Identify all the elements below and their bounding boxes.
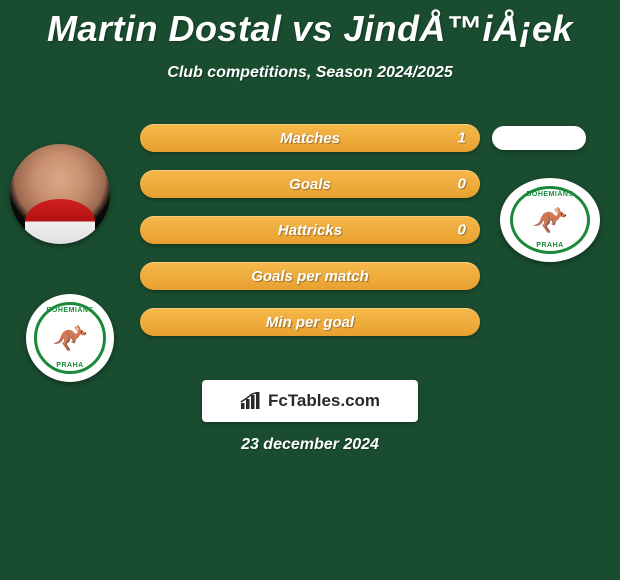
stat-label: Goals per match xyxy=(251,268,369,285)
player-left-avatar xyxy=(10,144,110,244)
watermark-text: FcTables.com xyxy=(268,391,380,411)
stat-row-goals-per-match: Goals per match xyxy=(140,262,480,290)
stat-label: Goals xyxy=(289,176,331,193)
player-left-club-logo: BOHEMIANS 🦘 PRAHA xyxy=(26,294,114,382)
stat-row-min-per-goal: Min per goal xyxy=(140,308,480,336)
club-logo-text-top: BOHEMIANS xyxy=(526,191,573,198)
player-right-club-logo: BOHEMIANS 🦘 PRAHA xyxy=(500,178,600,262)
date-text: 23 december 2024 xyxy=(0,436,620,454)
stat-label: Hattricks xyxy=(278,222,342,239)
stat-value: 0 xyxy=(458,176,466,193)
bar-chart-icon xyxy=(240,392,262,410)
stat-label: Min per goal xyxy=(266,314,354,331)
stat-row-goals: Goals 0 xyxy=(140,170,480,198)
stat-row-matches: Matches 1 xyxy=(140,124,480,152)
stats-container: Matches 1 Goals 0 Hattricks 0 Goals per … xyxy=(140,124,480,354)
stat-row-hattricks: Hattricks 0 xyxy=(140,216,480,244)
page-title: Martin Dostal vs JindÅ™iÅ¡ek xyxy=(0,0,620,50)
kangaroo-icon: 🦘 xyxy=(53,322,88,355)
stat-value: 0 xyxy=(458,222,466,239)
fctables-watermark: FcTables.com xyxy=(202,380,418,422)
kangaroo-icon: 🦘 xyxy=(533,204,568,237)
player-right-avatar xyxy=(492,126,586,150)
club-logo-text-bottom: PRAHA xyxy=(56,362,83,369)
club-logo-text-bottom: PRAHA xyxy=(536,242,563,249)
stat-label: Matches xyxy=(280,130,340,147)
stat-value: 1 xyxy=(458,130,466,147)
club-logo-text-top: BOHEMIANS xyxy=(46,307,93,314)
page-subtitle: Club competitions, Season 2024/2025 xyxy=(0,64,620,82)
